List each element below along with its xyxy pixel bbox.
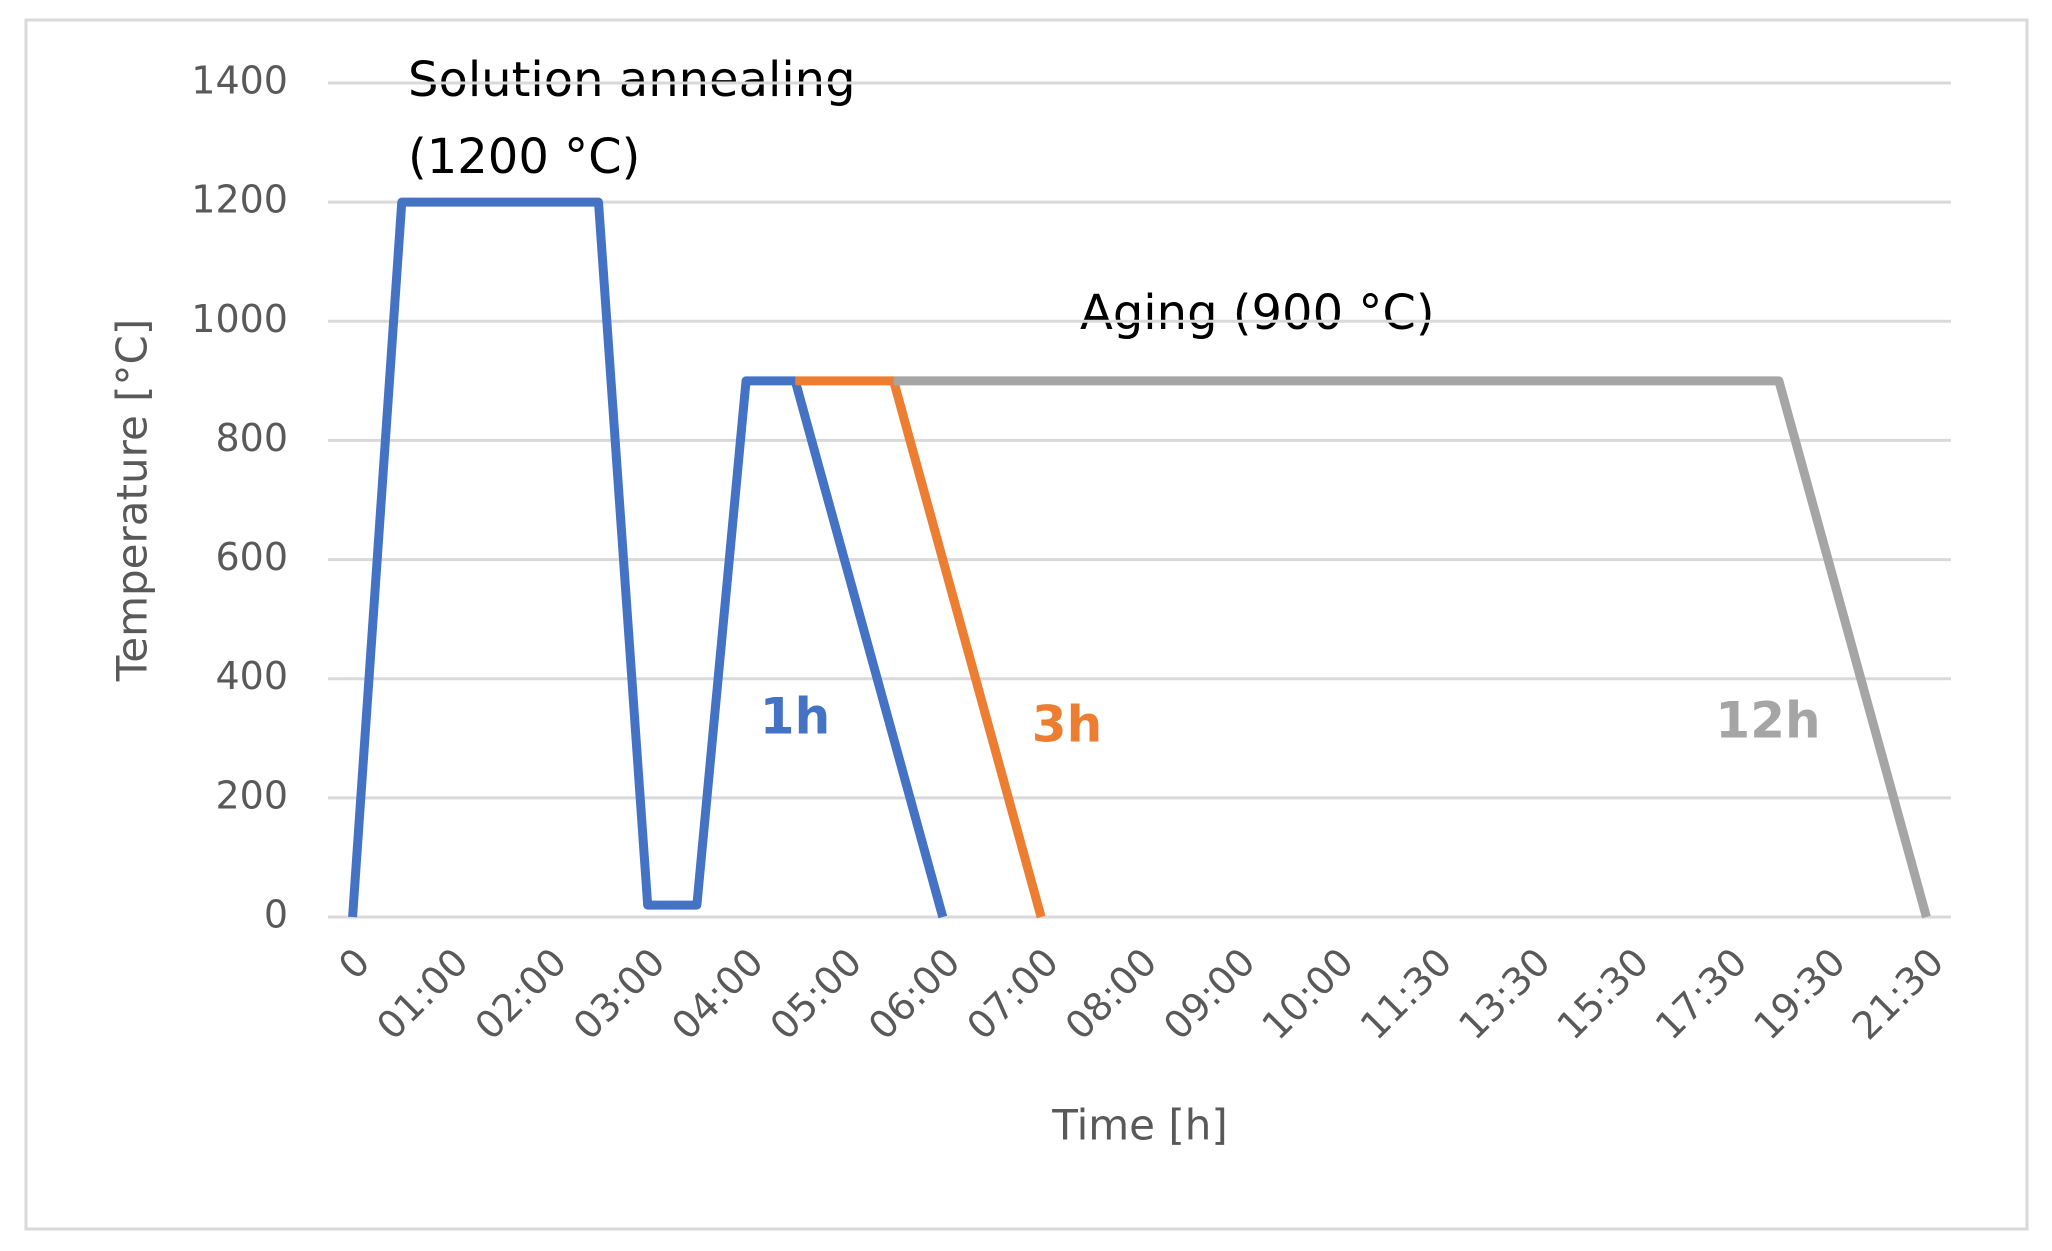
y-tick-label: 1400 (191, 59, 288, 103)
y-tick-label: 600 (215, 535, 288, 579)
y-tick-label: 200 (215, 773, 288, 817)
annotation: (1200 °C) (408, 129, 640, 185)
series-line (348, 197, 948, 919)
series-label: 3h (1032, 696, 1102, 754)
y-tick-label: 1200 (191, 178, 288, 222)
x-axis-title: Time [h] (1051, 1101, 1228, 1150)
series-label: 12h (1715, 692, 1820, 750)
series-line (893, 376, 1931, 919)
y-tick-label: 400 (215, 654, 288, 698)
series-line (795, 376, 1046, 919)
series-label: 1h (760, 688, 830, 746)
annotation: Aging (900 °C) (1080, 285, 1435, 341)
y-tick-label: 800 (215, 416, 288, 460)
y-tick-label: 1000 (191, 297, 288, 341)
annotation: Solution annealing (408, 52, 856, 108)
chart-frame (24, 18, 2029, 1231)
y-axis-title: Temperature [°C] (108, 319, 157, 683)
y-tick-label: 0 (264, 893, 288, 937)
